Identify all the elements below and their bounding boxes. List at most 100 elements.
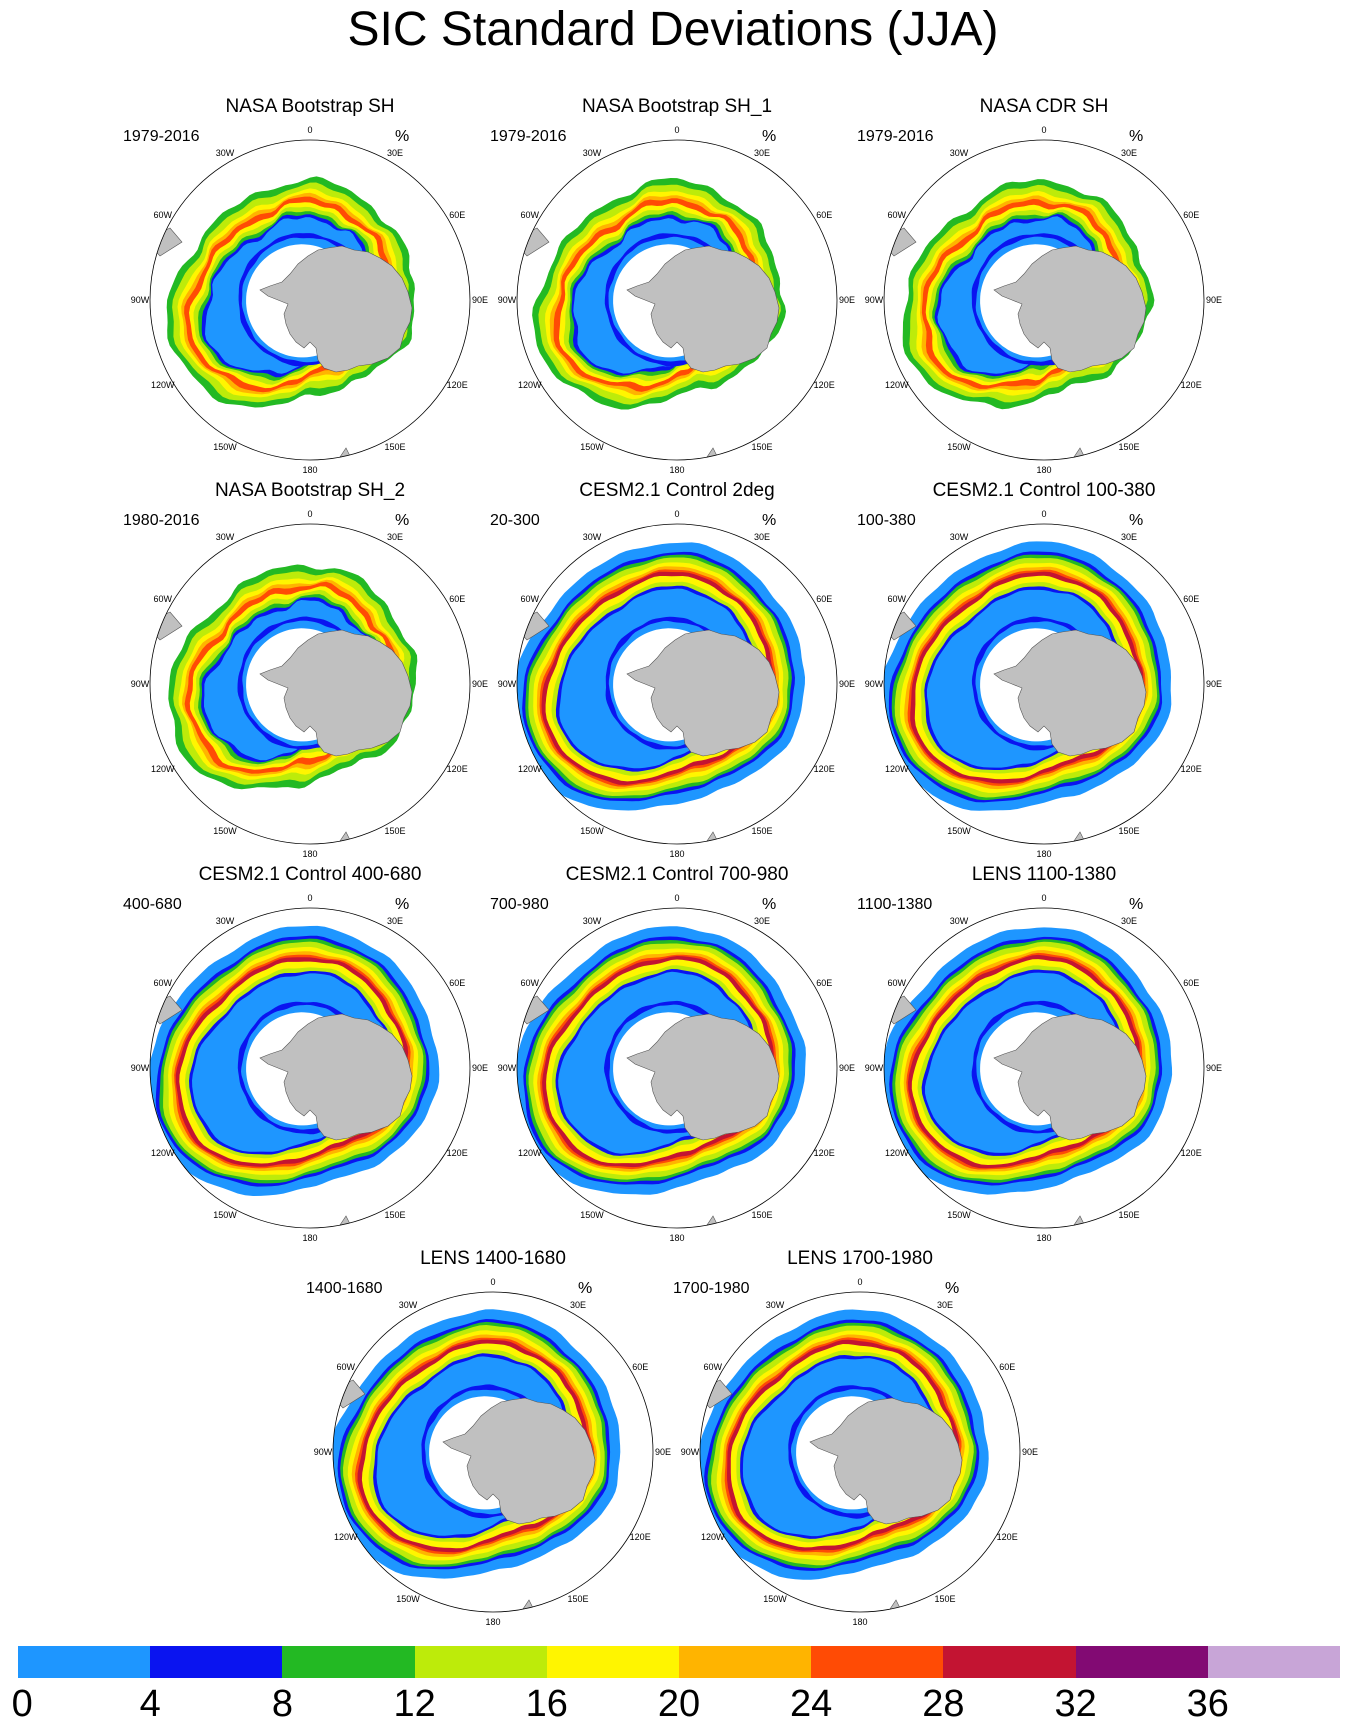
longitude-label: 90W: [498, 1063, 517, 1073]
panel-unit: %: [578, 1280, 593, 1297]
longitude-label: 120E: [1181, 380, 1202, 390]
map-frame: [516, 907, 838, 1229]
panel-unit: %: [1129, 896, 1144, 913]
panel-period: 700-980: [490, 896, 549, 913]
map-frame: [699, 1291, 1021, 1613]
panel-period: 1700-1980: [673, 1280, 750, 1297]
panel-period: 1400-1680: [306, 1280, 383, 1297]
colorbar-box: [679, 1646, 812, 1678]
colorbar-box: [546, 1646, 680, 1678]
new-zealand-tip: [704, 447, 720, 460]
panel-unit: %: [395, 896, 410, 913]
longitude-label: 60E: [1183, 978, 1199, 988]
longitude-label: 120W: [701, 1532, 725, 1542]
new-zealand-tip: [1071, 447, 1087, 460]
panel-unit: %: [762, 512, 777, 529]
longitude-label: 0: [1041, 125, 1046, 135]
panel-unit: %: [945, 1280, 960, 1297]
longitude-label: 0: [857, 1277, 862, 1287]
longitude-label: 150W: [580, 1210, 604, 1220]
longitude-label: 150W: [947, 442, 971, 452]
longitude-label: 90E: [1206, 679, 1222, 689]
map-panel: NASA CDR SH 1979-2016% 0 30E 60E 90E 120E 150E 1…: [839, 96, 1249, 486]
map-panel: NASA Bootstrap SH_2 1980-2016% 0 30E 60E 90E 1…: [105, 480, 515, 870]
longitude-label: 30W: [950, 148, 969, 158]
colorbar-tick-label: 32: [1054, 1683, 1097, 1725]
map-panel: CESM2.1 Control 2deg 20-300% 0 30E 60E 90E 120…: [472, 480, 882, 870]
colorbar-box: [1207, 1646, 1341, 1678]
longitude-label: 60W: [154, 594, 173, 604]
longitude-label: 60E: [816, 978, 832, 988]
longitude-label: 60E: [449, 210, 465, 220]
longitude-label: 30W: [216, 148, 235, 158]
longitude-label: 30E: [754, 148, 770, 158]
longitude-label: 30W: [399, 1300, 418, 1310]
longitude-label: 150W: [947, 1210, 971, 1220]
longitude-label: 120E: [1181, 1148, 1202, 1158]
longitude-label: 150W: [580, 442, 604, 452]
longitude-label: 150W: [763, 1594, 787, 1604]
longitude-label: 150W: [213, 1210, 237, 1220]
colorbar-tick-label: 36: [1186, 1683, 1229, 1725]
polar-map: 0 30E 60E 90E 120E 150E 180 150W 120W 90W 60W 30W: [314, 1277, 671, 1627]
colorbar-box: [150, 1646, 283, 1678]
longitude-label: 30W: [766, 1300, 785, 1310]
colorbar-box: [414, 1646, 547, 1678]
longitude-label: 90W: [131, 295, 150, 305]
longitude-label: 60W: [521, 978, 540, 988]
longitude-label: 60E: [1183, 594, 1199, 604]
longitude-label: 120W: [334, 1532, 358, 1542]
longitude-label: 0: [307, 509, 312, 519]
longitude-label: 150W: [947, 826, 971, 836]
longitude-label: 0: [307, 125, 312, 135]
panel-unit: %: [1129, 512, 1144, 529]
antarctica-landmass: [626, 629, 780, 757]
longitude-label: 60E: [449, 978, 465, 988]
map-frame: [332, 1291, 654, 1613]
longitude-label: 120E: [447, 764, 468, 774]
colorbar-tick-label: 24: [790, 1683, 833, 1725]
longitude-label: 120E: [630, 1532, 651, 1542]
longitude-label: 90W: [681, 1447, 700, 1457]
longitude-label: 60E: [632, 1362, 648, 1372]
longitude-label: 30E: [387, 532, 403, 542]
map-panel: LENS 1100-1380 1100-1380% 0 30E 60E 90E 120E 15…: [839, 864, 1249, 1254]
longitude-label: 150E: [1118, 826, 1139, 836]
longitude-label: 90E: [472, 295, 488, 305]
new-zealand-tip: [520, 1599, 536, 1612]
longitude-label: 120W: [151, 1148, 175, 1158]
longitude-label: 120W: [885, 1148, 909, 1158]
longitude-label: 120E: [814, 1148, 835, 1158]
longitude-label: 60E: [1183, 210, 1199, 220]
south-america-tip: [150, 611, 183, 641]
longitude-label: 120E: [447, 1148, 468, 1158]
panel-period: 1979-2016: [490, 128, 567, 145]
map-frame: [516, 139, 838, 461]
longitude-label: 30E: [387, 148, 403, 158]
panel-title: NASA CDR SH: [979, 96, 1109, 117]
longitude-label: 0: [1041, 893, 1046, 903]
new-zealand-tip: [337, 1215, 353, 1228]
antarctica-landmass: [809, 1397, 963, 1525]
longitude-label: 90E: [472, 679, 488, 689]
polar-map: 0 30E 60E 90E 120E 150E 180 150W 120W 90W 60W 30W: [681, 1277, 1038, 1627]
south-america-tip: [150, 227, 183, 257]
longitude-label: 120W: [518, 764, 542, 774]
longitude-label: 120E: [1181, 764, 1202, 774]
panel-period: 1979-2016: [857, 128, 934, 145]
map-panel: CESM2.1 Control 100-380 100-380% 0 30E 60E 90…: [839, 480, 1249, 870]
map-panel: NASA Bootstrap SH_1 1979-2016% 0 30E 60E 90E 1…: [472, 96, 882, 486]
longitude-label: 0: [307, 893, 312, 903]
longitude-label: 30W: [583, 148, 602, 158]
new-zealand-tip: [887, 1599, 903, 1612]
longitude-label: 60W: [521, 210, 540, 220]
panel-title: CESM2.1 Control 700-980: [565, 864, 789, 885]
longitude-label: 60E: [816, 594, 832, 604]
longitude-label: 90W: [131, 679, 150, 689]
longitude-label: 150E: [384, 1210, 405, 1220]
polar-map: 0 30E 60E 90E 120E 150E 180 150W 120W 90W 60W 30W: [865, 893, 1222, 1243]
new-zealand-tip: [337, 447, 353, 460]
antarctica-landmass: [259, 245, 413, 373]
longitude-label: 180: [669, 465, 684, 475]
longitude-label: 30E: [387, 916, 403, 926]
